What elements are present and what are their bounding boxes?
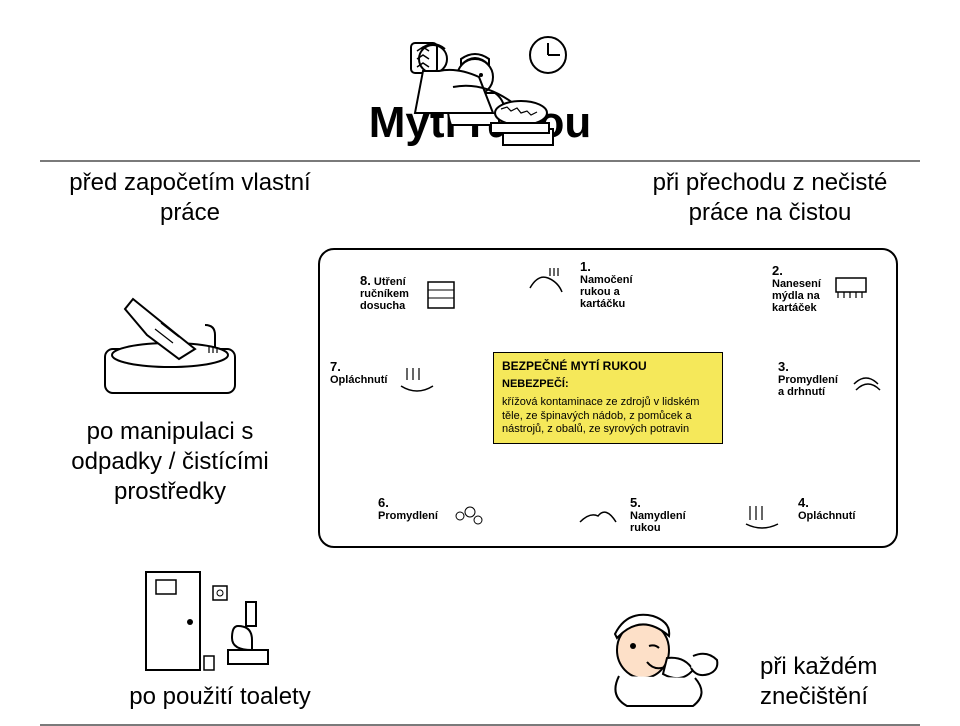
diagram-step-4: 4. Opláchnutí: [738, 496, 848, 536]
mid-left-column: po manipulaci s odpadky / čistícími pros…: [40, 289, 300, 507]
rinse2-icon: [391, 360, 447, 400]
diagram-center-subheader: NEBEZPEČÍ:: [502, 378, 714, 392]
handwash-diagram: BEZPEČNÉ MYTÍ RUKOU NEBEZPEČÍ: křížová k…: [318, 248, 898, 548]
diagram-wrapper: BEZPEČNÉ MYTÍ RUKOU NEBEZPEČÍ: křížová k…: [318, 248, 920, 548]
step-label: Opláchnutí: [330, 374, 387, 386]
step-label: Opláchnutí: [798, 510, 855, 522]
step-label: Promydlení: [378, 510, 438, 522]
caption-row-top: před započetím vlastní práce při přechod…: [40, 168, 920, 228]
title-row: Mytí rukou: [40, 28, 920, 158]
soap-hands-icon: [570, 496, 626, 536]
bottom-row: po použití toalety při každém znečištění: [40, 566, 920, 712]
caption-top-right: při přechodu z nečisté práce na čistou: [620, 168, 920, 228]
diagram-step-7: 7. Opláchnutí: [330, 360, 440, 400]
worker-cleaning-icon: [30, 28, 910, 158]
step-num: 3.: [778, 359, 789, 374]
slide: Mytí rukou před započetím vlastní práce …: [0, 0, 960, 717]
diagram-step-5: 5. Namydlení rukou: [570, 496, 680, 536]
step-num: 1.: [580, 259, 591, 274]
towel-icon: [414, 274, 470, 314]
caption-bottom-right: při každém znečištění: [760, 652, 920, 712]
washing-in-sink-icon: [85, 289, 255, 409]
step-num: 6.: [378, 495, 389, 510]
soap-brush-icon: [826, 264, 882, 304]
diagram-step-3: 3. Promydlení a drhnutí: [778, 360, 888, 400]
step-label: Namočení rukou a kartáčku: [580, 274, 633, 310]
toilet-door-icon: [138, 566, 303, 676]
step-label: Namydlení rukou: [630, 510, 686, 534]
diagram-center-header: BEZPEČNÉ MYTÍ RUKOU: [502, 359, 714, 374]
lather-icon: [442, 496, 498, 536]
bottom-right-column: při každém znečištění: [560, 602, 920, 712]
diagram-center-body: křížová kontaminace ze zdrojů v lidském …: [502, 396, 714, 437]
step-label: Promydlení a drhnutí: [778, 374, 838, 398]
step-num: 7.: [330, 359, 341, 374]
caption-bottom-left: po použití toalety: [129, 682, 310, 712]
caption-mid-left: po manipulaci s odpadky / čistícími pros…: [40, 417, 300, 507]
diagram-step-6: 6. Promydlení: [378, 496, 488, 536]
step-label: Nanesení mýdla na kartáček: [772, 278, 821, 314]
step-num: 8.: [360, 273, 371, 288]
diagram-center-panel: BEZPEČNÉ MYTÍ RUKOU NEBEZPEČÍ: křížová k…: [493, 352, 723, 444]
top-rule: [40, 160, 920, 162]
mid-row: po manipulaci s odpadky / čistícími pros…: [40, 248, 920, 548]
diagram-step-8: 8. Utření ručníkem dosucha: [360, 274, 470, 314]
step-num: 4.: [798, 495, 809, 510]
scrub-icon: [842, 360, 898, 400]
bottom-left-column: po použití toalety: [40, 566, 400, 712]
step-num: 5.: [630, 495, 641, 510]
diagram-step-1: 1. Namočení rukou a kartáčku: [520, 260, 630, 311]
caption-top-left: před započetím vlastní práce: [40, 168, 340, 228]
diagram-step-2: 2. Nanesení mýdla na kartáček: [772, 264, 882, 315]
hands-wet-icon: [520, 260, 576, 300]
person-sneezing-icon: [575, 602, 740, 712]
step-num: 2.: [772, 263, 783, 278]
rinse-icon: [738, 496, 794, 536]
